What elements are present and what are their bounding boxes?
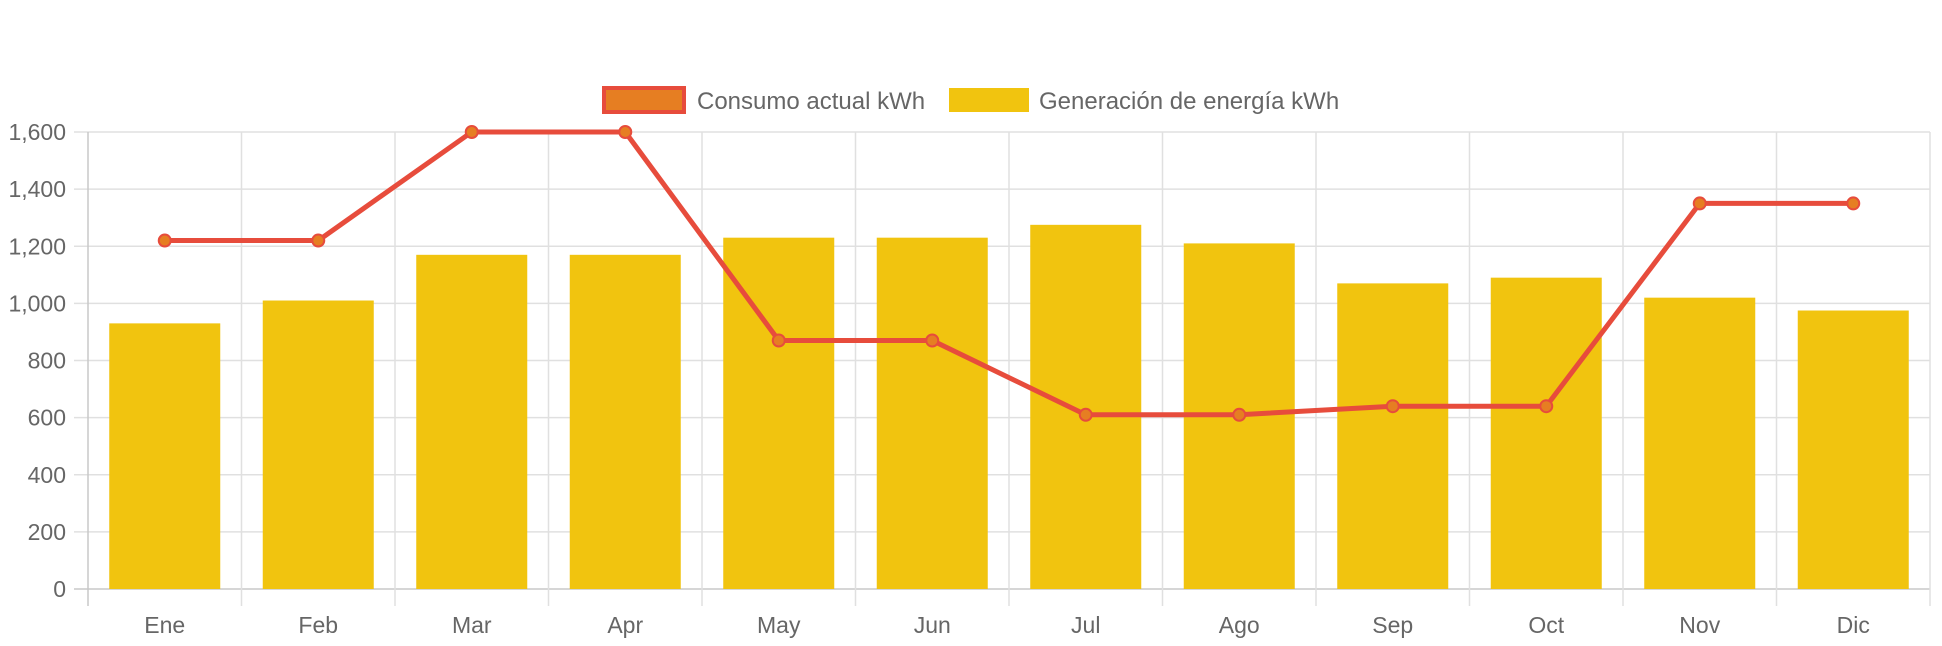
bar-ene[interactable] <box>109 323 221 589</box>
x-tick-label: Jul <box>1071 612 1100 638</box>
line-point-nov[interactable] <box>1692 196 1707 211</box>
line-point-ago[interactable] <box>1232 407 1247 422</box>
y-tick-label: 600 <box>28 405 66 431</box>
y-axis-tick-labels: 0 200 400 600 800 1,000 1,200 1,400 1,600 <box>8 119 66 602</box>
y-tick-label: 200 <box>28 519 66 545</box>
legend-swatch <box>602 86 686 114</box>
legend-swatch <box>949 88 1029 112</box>
line-point-oct[interactable] <box>1539 399 1554 414</box>
consumption-line <box>162 129 1856 418</box>
line-point-feb[interactable] <box>311 233 326 248</box>
line-point-mar[interactable] <box>464 125 479 139</box>
bar-mar[interactable] <box>416 254 528 589</box>
y-tick-label: 1,600 <box>8 119 66 145</box>
y-tick-label: 400 <box>28 462 66 488</box>
legend-item[interactable]: Consumo actual kWh <box>602 86 925 115</box>
x-tick-label: Feb <box>298 612 338 638</box>
legend-label: Generación de energía kWh <box>1039 88 1339 115</box>
x-tick-label: Nov <box>1679 612 1720 638</box>
y-tick-label: 1,200 <box>8 233 66 259</box>
bar-nov[interactable] <box>1644 297 1756 589</box>
y-tick-label: 1,400 <box>8 176 66 202</box>
bar-jul[interactable] <box>1030 224 1142 589</box>
bar-oct[interactable] <box>1490 277 1602 589</box>
line-point-apr[interactable] <box>618 125 633 139</box>
line-point-dic[interactable] <box>1846 196 1861 211</box>
x-tick-label: Oct <box>1528 612 1564 638</box>
x-tick-label: Ago <box>1219 612 1260 638</box>
x-tick-label: Mar <box>452 612 492 638</box>
line-point-may[interactable] <box>771 333 786 348</box>
y-tick-label: 0 <box>53 576 66 602</box>
x-axis-tick-labels: Ene Feb Mar Apr May Jun Jul Ago Sep Oct Nov Dic <box>144 612 1870 638</box>
x-tick-label: Dic <box>1837 612 1870 638</box>
line-point-jul[interactable] <box>1078 407 1093 422</box>
bar-series <box>109 224 1909 590</box>
x-tick-label: Apr <box>607 612 643 638</box>
bar-dic[interactable] <box>1797 310 1909 589</box>
x-tick-label: May <box>757 612 801 638</box>
line-point-ene[interactable] <box>157 233 172 248</box>
bar-jun[interactable] <box>876 237 988 589</box>
x-tick-label: Jun <box>914 612 951 638</box>
bar-sep[interactable] <box>1337 283 1449 589</box>
line-point-jun[interactable] <box>925 333 940 348</box>
y-tick-label: 1,000 <box>8 290 66 316</box>
line-point-sep[interactable] <box>1385 399 1400 414</box>
line-series <box>157 125 1861 422</box>
grid-lines <box>74 131 1931 606</box>
bar-apr[interactable] <box>569 254 681 589</box>
legend[interactable]: Consumo actual kWh Generación de energía … <box>602 86 1339 115</box>
bar-may[interactable] <box>723 237 835 589</box>
legend-item[interactable]: Generación de energía kWh <box>949 88 1339 115</box>
x-tick-label: Sep <box>1372 612 1413 638</box>
y-tick-label: 800 <box>28 348 66 374</box>
x-tick-label: Ene <box>144 612 185 638</box>
bar-feb[interactable] <box>262 300 374 589</box>
legend-label: Consumo actual kWh <box>697 88 925 115</box>
